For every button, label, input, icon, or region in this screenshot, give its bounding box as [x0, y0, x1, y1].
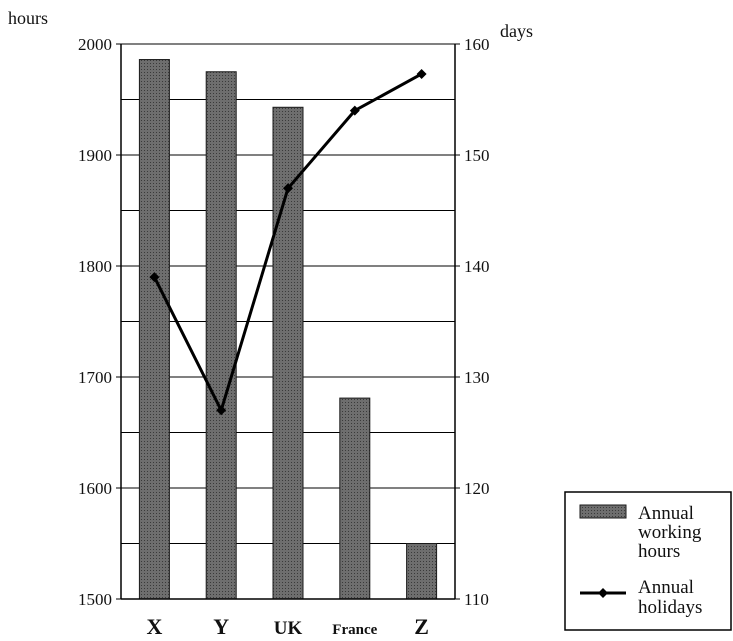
left-axis-unit: hours	[8, 8, 48, 28]
category-label: X	[146, 614, 162, 639]
tick-label-left: 2000	[78, 35, 112, 54]
line-series	[149, 68, 427, 416]
category-label: UK	[274, 618, 303, 639]
tick-label-left: 1600	[78, 479, 112, 498]
legend-label-working-hours: Annual	[638, 503, 694, 524]
legend-label-holidays: holidays	[638, 597, 702, 618]
tick-label-left: 1700	[78, 368, 112, 387]
bar	[339, 397, 371, 600]
tick-label-right: 110	[464, 590, 489, 609]
tick-label-right: 150	[464, 146, 490, 165]
legend-line-marker	[598, 588, 608, 598]
legend-label-holidays: Annual	[638, 577, 694, 598]
tick-label-right: 130	[464, 368, 490, 387]
tick-label-right: 140	[464, 257, 490, 276]
bar	[272, 106, 304, 600]
bar	[205, 71, 237, 600]
bar-series	[138, 59, 438, 600]
line-point	[216, 405, 227, 416]
line-point	[283, 183, 293, 194]
tick-label-left: 1500	[78, 590, 112, 609]
tick-label-left: 1800	[78, 257, 112, 276]
legend-label-working-hours: hours	[638, 541, 680, 562]
tick-label-left: 1900	[78, 146, 112, 165]
bar	[406, 543, 438, 600]
line-point	[349, 105, 360, 116]
bar	[138, 59, 170, 600]
category-label: France	[332, 622, 377, 638]
axes: 1500 1600 1700 1800 1900 2000 110 120 130 140 150 1…	[8, 8, 533, 639]
legend-label-working-hours: working	[638, 522, 702, 543]
right-axis-unit: days	[500, 21, 533, 41]
legend-bar-swatch	[579, 504, 627, 519]
tick-label-right: 120	[464, 479, 490, 498]
tick-label-right: 160	[464, 35, 490, 54]
line-point	[149, 272, 160, 283]
category-label: Y	[213, 614, 229, 639]
category-label: Z	[414, 614, 429, 639]
line-point	[416, 68, 427, 79]
